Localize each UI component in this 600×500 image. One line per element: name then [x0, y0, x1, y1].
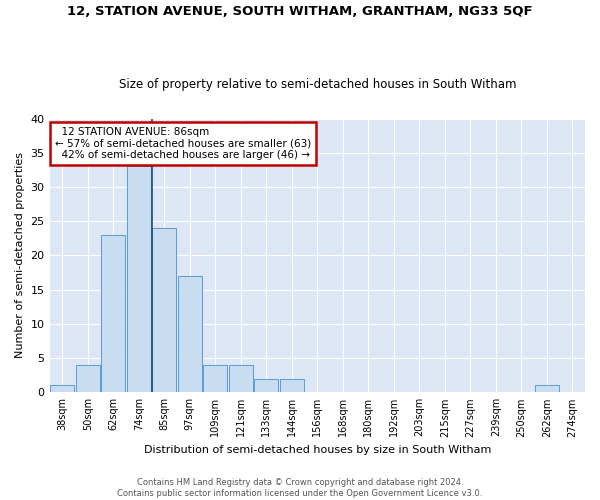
Bar: [203, 365, 227, 392]
Bar: [229, 365, 253, 392]
Bar: [76, 365, 100, 392]
Bar: [50, 386, 74, 392]
Bar: [101, 235, 125, 392]
Text: Contains HM Land Registry data © Crown copyright and database right 2024.
Contai: Contains HM Land Registry data © Crown c…: [118, 478, 482, 498]
X-axis label: Distribution of semi-detached houses by size in South Witham: Distribution of semi-detached houses by …: [143, 445, 491, 455]
Text: 12, STATION AVENUE, SOUTH WITHAM, GRANTHAM, NG33 5QF: 12, STATION AVENUE, SOUTH WITHAM, GRANTH…: [67, 5, 533, 18]
Text: 12 STATION AVENUE: 86sqm
← 57% of semi-detached houses are smaller (63)
  42% of: 12 STATION AVENUE: 86sqm ← 57% of semi-d…: [55, 127, 311, 160]
Bar: [152, 228, 176, 392]
Bar: [254, 378, 278, 392]
Bar: [535, 386, 559, 392]
Bar: [280, 378, 304, 392]
Title: Size of property relative to semi-detached houses in South Witham: Size of property relative to semi-detach…: [119, 78, 516, 91]
Bar: [178, 276, 202, 392]
Bar: [127, 166, 151, 392]
Y-axis label: Number of semi-detached properties: Number of semi-detached properties: [15, 152, 25, 358]
